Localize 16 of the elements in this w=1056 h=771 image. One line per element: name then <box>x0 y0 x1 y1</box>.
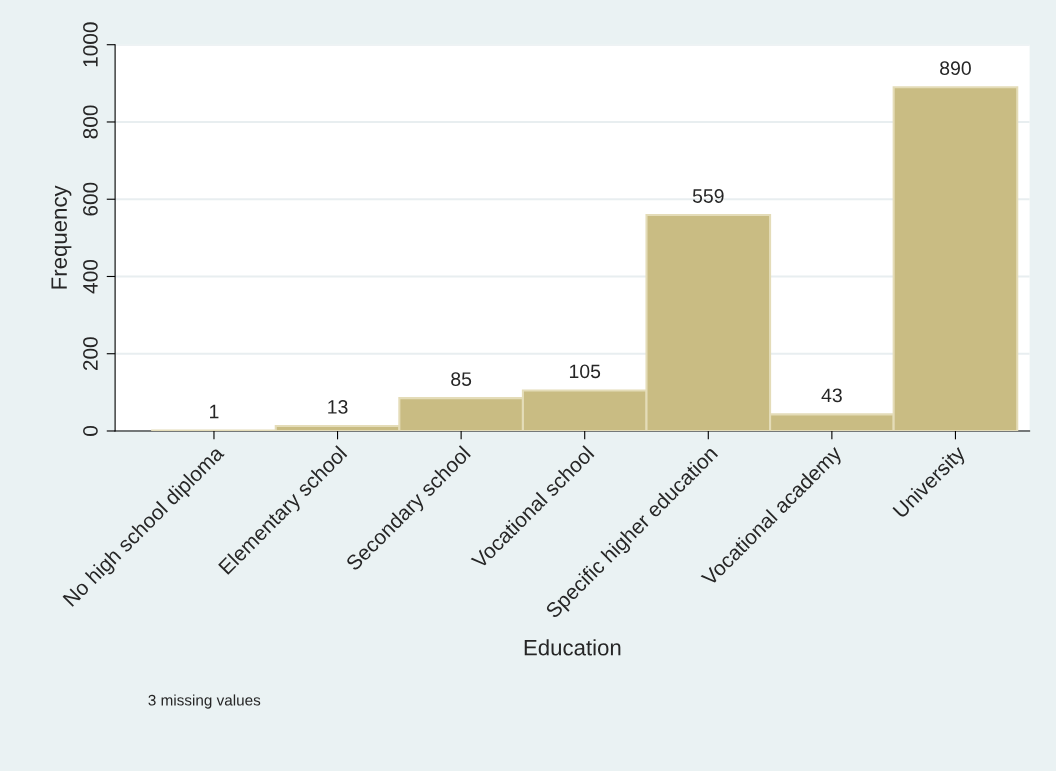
x-axis-title: Education <box>524 639 621 656</box>
text: 3 missing values <box>148 694 261 709</box>
data-label: 43 <box>821 388 842 403</box>
y-axis-title: Frequency <box>51 185 72 289</box>
data-label: 559 <box>692 189 724 203</box>
y-tick-label: 600 <box>83 182 98 216</box>
data-label: 105 <box>569 364 601 379</box>
data-label: 85 <box>451 372 472 386</box>
y-tick-label: 1000 <box>83 22 98 67</box>
data-label: 13 <box>328 400 348 414</box>
y-tick-label: 200 <box>83 337 98 371</box>
y-tick-label: 0 <box>83 426 98 436</box>
data-label: 890 <box>940 61 971 76</box>
y-tick-label: 400 <box>83 259 98 294</box>
data-label: 1 <box>210 404 219 419</box>
y-tick-label: 800 <box>83 105 98 139</box>
